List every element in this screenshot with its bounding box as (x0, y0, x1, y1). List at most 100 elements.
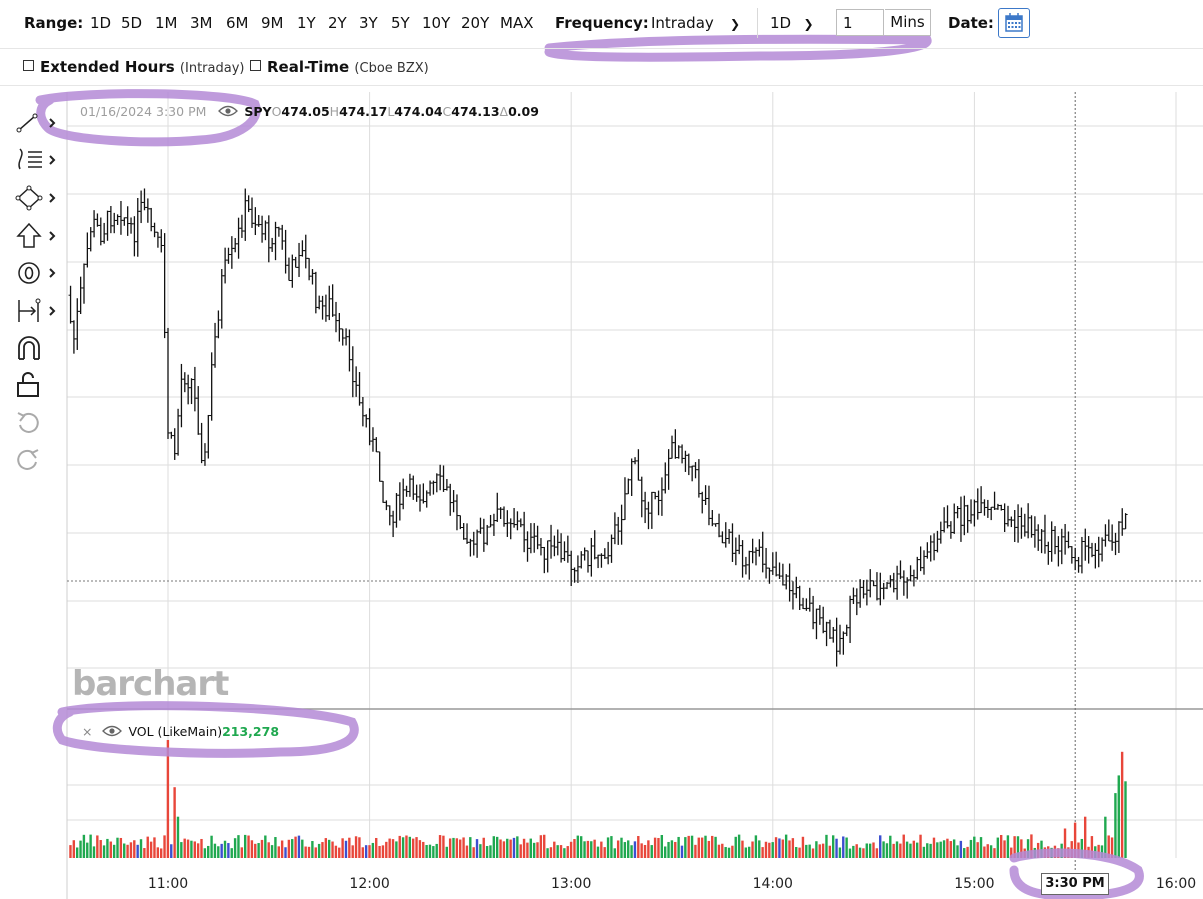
price-bar (854, 588, 859, 616)
volume-bar (596, 846, 600, 858)
real-time-checkbox[interactable] (250, 60, 261, 71)
volume-bar (452, 837, 455, 858)
volume-bar (89, 834, 92, 858)
volume-bar (835, 838, 838, 858)
price-bar (263, 220, 268, 241)
price-bar (622, 477, 627, 521)
price-bar (384, 500, 389, 511)
volume-bar (966, 846, 969, 858)
arrow-tool[interactable] (14, 221, 62, 251)
period-dropdown[interactable]: 1D ❯ (770, 14, 814, 32)
price-bar (495, 492, 500, 522)
price-bar (673, 429, 678, 459)
range-button-3m[interactable]: 3M (190, 14, 213, 32)
price-bar (1079, 536, 1084, 574)
range-button-1m[interactable]: 1M (155, 14, 178, 32)
price-bar (985, 499, 990, 518)
price-bar (300, 240, 305, 257)
volume-bar (603, 847, 606, 858)
range-button-max[interactable]: MAX (500, 14, 534, 32)
price-bar (68, 285, 73, 324)
price-bar (848, 595, 853, 644)
volume-bar (448, 838, 452, 858)
price-bar (532, 523, 537, 553)
price-bar (874, 572, 879, 601)
extended-hours-option[interactable]: Extended Hours (Intraday) (40, 58, 244, 76)
close-icon[interactable]: × (82, 724, 93, 739)
volume-bar (536, 842, 539, 858)
volume-bar (304, 846, 307, 858)
volume-bar (173, 787, 176, 858)
volume-bar (200, 838, 203, 858)
range-button-6m[interactable]: 6M (226, 14, 249, 32)
frequency-dropdown[interactable]: Intraday ❯ (651, 14, 740, 32)
date-picker-button[interactable] (998, 8, 1030, 38)
price-bar (112, 212, 117, 234)
eye-icon[interactable] (102, 725, 123, 737)
volume-bar (1110, 837, 1114, 858)
price-bar (377, 451, 382, 482)
volume-bars (69, 740, 1127, 858)
volume-bar (889, 835, 892, 858)
volume-bar (801, 836, 805, 858)
volume-bar (126, 844, 129, 858)
extended-hours-sublabel: (Intraday) (179, 61, 245, 76)
magnet-tool[interactable] (14, 333, 62, 363)
annotation-circle-mark (52, 701, 359, 758)
volume-bar (96, 835, 99, 858)
price-bar (347, 329, 352, 372)
range-button-1y[interactable]: 1Y (297, 14, 316, 32)
range-button-10y[interactable]: 10Y (422, 14, 451, 32)
volume-bar (153, 837, 156, 858)
volume-bar (590, 841, 593, 858)
volume-bar (687, 835, 690, 858)
price-bar (757, 539, 762, 557)
volume-bar (277, 846, 280, 858)
volume-bar (1073, 822, 1077, 858)
price-bar (1076, 556, 1081, 573)
volume-bar (650, 845, 653, 858)
volume-bar (159, 848, 163, 858)
volume-bar (919, 834, 922, 858)
trend-line-tool[interactable] (14, 108, 62, 138)
volume-bar (415, 837, 418, 858)
price-bar (764, 547, 769, 579)
range-button-1d[interactable]: 1D (90, 14, 112, 32)
undo-button[interactable] (14, 408, 62, 438)
range-button-20y[interactable]: 20Y (461, 14, 490, 32)
price-bar (646, 501, 651, 530)
range-button-9m[interactable]: 9M (261, 14, 284, 32)
price-bar (864, 579, 869, 606)
volume-bar (999, 834, 1003, 858)
volume-bar (986, 844, 989, 858)
price-bar (787, 563, 792, 602)
range-button-5d[interactable]: 5D (121, 14, 143, 32)
range-button-2y[interactable]: 2Y (328, 14, 347, 32)
lock-tool[interactable] (14, 370, 62, 400)
interval-input[interactable] (836, 9, 884, 36)
fibonacci-tool[interactable] (14, 145, 62, 175)
redo-button[interactable] (14, 445, 62, 475)
price-bar (643, 491, 648, 524)
volume-bar (616, 840, 620, 858)
range-button-5y[interactable]: 5Y (391, 14, 410, 32)
real-time-option[interactable]: Real-Time (Cboe BZX) (267, 58, 429, 76)
measure-tool[interactable] (14, 296, 62, 326)
shapes-tool[interactable] (14, 183, 62, 213)
volume-bar (227, 843, 230, 858)
volume-value: 213,278 (222, 724, 280, 739)
volume-bar (492, 836, 496, 858)
volume-bar (647, 840, 650, 858)
price-bar (357, 371, 362, 406)
extended-hours-checkbox[interactable] (23, 60, 34, 71)
eye-icon[interactable] (218, 105, 239, 117)
counter-tool[interactable] (14, 258, 62, 288)
price-bar (239, 214, 244, 238)
volume-bar (1117, 775, 1120, 858)
volume-bar (358, 837, 361, 858)
price-bar (1002, 503, 1007, 532)
volume-bar (102, 845, 106, 858)
range-button-3y[interactable]: 3Y (359, 14, 378, 32)
chart-gridlines (66, 92, 1203, 899)
